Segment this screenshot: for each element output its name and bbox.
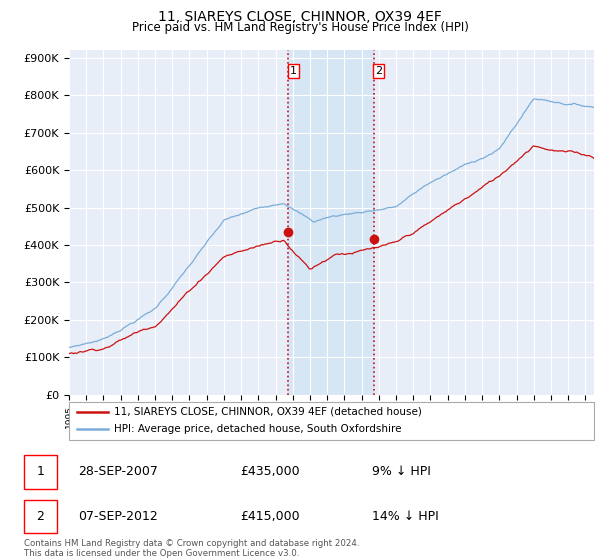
FancyBboxPatch shape: [24, 500, 57, 533]
Text: 07-SEP-2012: 07-SEP-2012: [78, 510, 158, 523]
Text: 2: 2: [375, 66, 382, 76]
Text: 9% ↓ HPI: 9% ↓ HPI: [372, 465, 431, 478]
Text: Price paid vs. HM Land Registry's House Price Index (HPI): Price paid vs. HM Land Registry's House …: [131, 21, 469, 34]
Bar: [289, 50, 373, 395]
Text: 14% ↓ HPI: 14% ↓ HPI: [372, 510, 439, 523]
Text: 1: 1: [290, 66, 297, 76]
Text: 1: 1: [37, 465, 44, 478]
Text: HPI: Average price, detached house, South Oxfordshire: HPI: Average price, detached house, Sout…: [113, 424, 401, 435]
Text: 11, SIAREYS CLOSE, CHINNOR, OX39 4EF (detached house): 11, SIAREYS CLOSE, CHINNOR, OX39 4EF (de…: [113, 407, 421, 417]
Text: 28-SEP-2007: 28-SEP-2007: [78, 465, 158, 478]
Text: £415,000: £415,000: [240, 510, 299, 523]
FancyBboxPatch shape: [24, 455, 57, 488]
Text: 2: 2: [37, 510, 44, 523]
Text: Contains HM Land Registry data © Crown copyright and database right 2024.
This d: Contains HM Land Registry data © Crown c…: [24, 539, 359, 558]
Text: 11, SIAREYS CLOSE, CHINNOR, OX39 4EF: 11, SIAREYS CLOSE, CHINNOR, OX39 4EF: [158, 10, 442, 24]
Text: £435,000: £435,000: [240, 465, 299, 478]
